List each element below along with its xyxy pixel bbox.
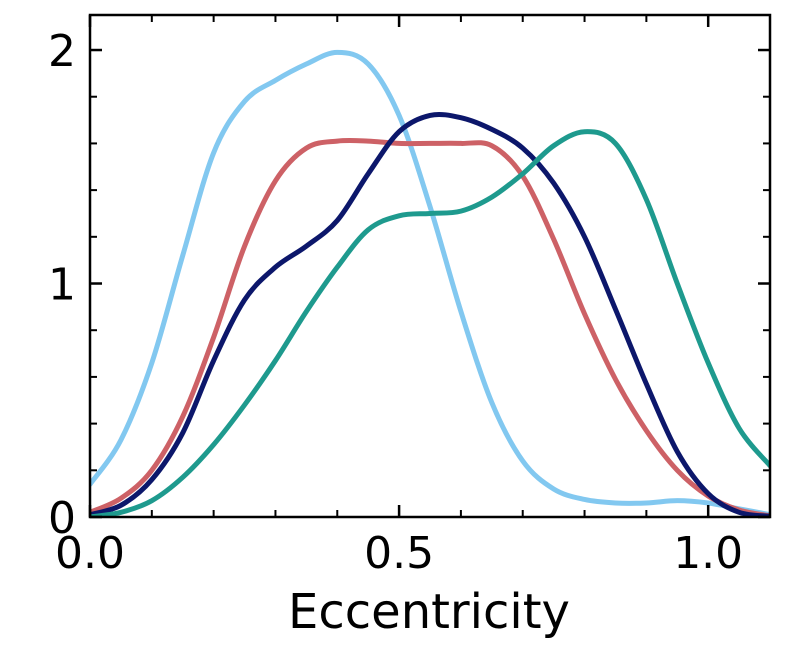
ticks-layer (88, 15, 771, 519)
x-tick-labels: 0.0 0.5 1.0 (55, 528, 743, 579)
series-layer (90, 49, 770, 517)
x-tick-label: 1.0 (673, 528, 743, 579)
series-line-1 (90, 49, 770, 517)
x-axis-label: Eccentricity (288, 584, 570, 640)
series-line-3 (90, 111, 770, 517)
y-tick-label: 2 (48, 26, 76, 77)
y-tick-label: 0 (48, 493, 76, 544)
series-line-2 (90, 137, 770, 517)
series-line-4 (90, 129, 770, 517)
x-tick-label: 0.5 (364, 528, 434, 579)
x-tick-label: 0.0 (55, 528, 125, 579)
plot-frame (88, 13, 772, 519)
y-tick-labels: 0 1 2 (48, 26, 76, 544)
y-tick-label: 1 (48, 260, 76, 311)
